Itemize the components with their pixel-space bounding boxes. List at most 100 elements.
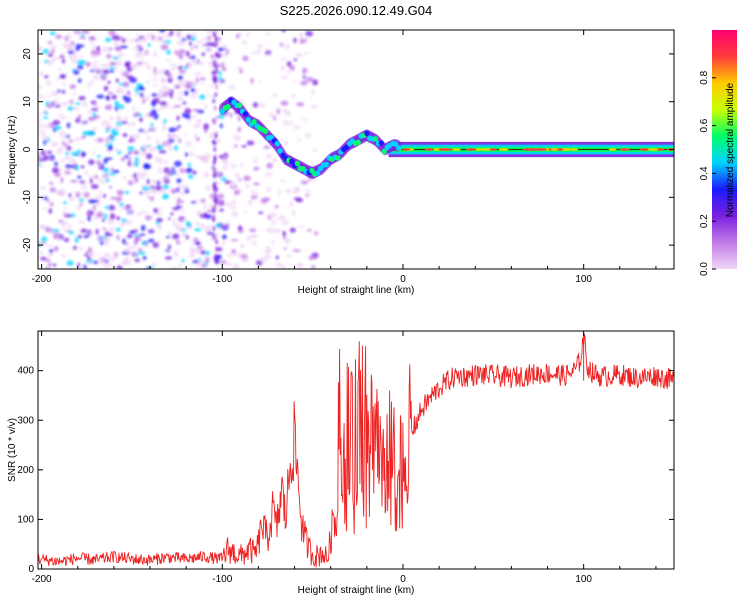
spectrogram-speckle-blob [146,49,150,56]
spectrogram-speckle-blob [166,247,171,254]
spectrogram-speckle-blob [72,245,78,250]
spectrogram-speckle-blob [115,227,121,232]
spectrogram-speckle-blob [60,177,64,184]
spectrogram-speckle-blob [46,253,54,257]
spectrogram-speckle-blob [271,219,277,226]
spectrogram-speckle-blob [87,247,93,251]
spectrogram-speckle-blob [119,202,124,208]
spectrogram-speckle-blob [211,214,216,218]
spectrogram-speckle-blob [169,30,174,36]
spectrogram-speckle-blob [208,60,213,67]
spectrogram-speckle-blob [139,191,144,195]
spectrogram-speckle-blob [58,67,62,73]
colorbar-tick-label: 0.2 [699,214,710,228]
spectrogram-speckle-blob [200,225,206,229]
spectrogram-speckle-blob [176,178,182,184]
ridge-core [323,161,329,168]
spectrogram-speckle-blob [296,263,301,269]
spectrogram-speckle-blob [49,187,57,193]
spectrogram-speckle-blob [79,36,87,40]
spectrogram-seam-blob [213,105,217,111]
spectrogram-speckle-blob [92,150,96,155]
spectrogram-speckle-blob [108,91,113,95]
snr-x-tick-label: -100 [212,574,232,585]
spectrogram-speckle-blob [206,209,213,213]
carrier-band-hotspot [402,148,411,151]
spectrogram-speckle-blob [142,255,147,261]
spectrogram-speckle-blob [178,263,184,268]
spectrogram-speckle-blob [94,174,99,179]
spectrogram-speckle-blob [81,192,85,196]
spectrogram-speckle-blob [96,155,102,158]
spectrogram-speckle-blob [59,74,66,79]
spectrogram-speckle-blob [248,228,257,233]
spectrogram-speckle-blob [178,69,186,74]
spectrogram-speckle-blob [118,222,126,228]
spectrogram-y-tick-label: 20 [22,48,33,60]
spectrogram-speckle-blob [134,156,139,163]
spectrogram-speckle-blob [256,43,264,49]
spectrogram-speckle-blob [120,156,125,162]
spectrogram-speckle-blob [51,90,58,97]
spectrogram-speckle-blob [161,79,166,83]
spectrogram-speckle-blob [311,265,316,269]
spectrogram-speckle-blob [206,94,210,97]
snr-y-tick-label: 200 [17,465,34,476]
spectrogram-speckle-blob [100,74,107,81]
spectrogram-speckle-blob [66,33,72,40]
spectrogram-speckle-blob [276,108,281,115]
spectrogram-speckle-blob [166,174,171,179]
spectrogram-speckle-blob [275,255,279,260]
spectrogram-speckle-blob [160,44,169,51]
spectrogram-speckle-blob [139,116,143,123]
spectrogram-speckle-blob [115,88,122,93]
spectrogram-speckle-blob [89,231,94,236]
spectrogram-speckle-blob [269,112,275,118]
spectrogram-speckle-blob [221,240,226,247]
spectrogram-speckle-blob [114,125,120,131]
spectrogram-speckle-blob [158,36,163,41]
snr-frame [37,330,675,570]
spectrogram-speckle-blob [89,177,93,184]
spectrogram-speckle-blob [313,231,319,236]
spectrogram-speckle-blob [75,118,81,124]
spectrogram-speckle-blob [65,164,73,169]
spectrogram-speckle-blob [264,172,273,177]
spectrogram-seam-blob [213,208,216,214]
spectrogram-speckle-blob [107,219,115,225]
spectrogram-speckle-blob [215,138,221,145]
spectrogram-speckle-blob [236,66,243,70]
spectrogram-speckle-blob [71,59,78,64]
spectrogram-speckle-blob [89,174,93,179]
carrier-band-hotspot [452,148,461,151]
spectrogram-speckle-blob [89,38,94,45]
ridge-core [289,158,295,165]
spectrogram-speckle-blob [171,188,177,194]
spectrogram-speckle-blob [66,260,74,266]
spectrogram-speckle-blob [196,245,203,249]
spectrogram-speckle-blob [176,115,180,121]
spectrogram-speckle-blob [185,114,191,120]
spectrogram-speckle-blob [271,157,277,163]
spectrogram-speckle-blob [169,67,174,72]
spectrogram-speckle-blob [104,206,110,209]
spectrogram-speckle-blob [116,189,124,196]
spectrogram-speckle-blob [312,255,318,260]
spectrogram-speckle-blob [63,228,70,233]
spectrogram-speckle-blob [61,52,66,55]
ridge-core [364,130,370,137]
spectrogram-speckle-blob [63,143,68,147]
spectrogram-speckle-blob [67,50,75,55]
spectrogram-speckle-blob [214,232,219,237]
spectrogram-speckle-blob [273,116,277,121]
spectrogram-speckle-blob [181,259,185,263]
spectrogram-speckle-blob [59,54,65,59]
spectrogram-seam-blob [214,92,217,98]
spectrogram-speckle-blob [178,55,184,60]
spectrogram-speckle-blob [266,162,273,169]
spectrogram-speckle-blob [166,170,174,176]
spectrogram-speckle-blob [50,44,57,52]
spectrogram-seam-blob [213,155,217,161]
spectrogram-speckle-blob [124,241,129,246]
spectrogram-seam-blob [212,216,215,222]
